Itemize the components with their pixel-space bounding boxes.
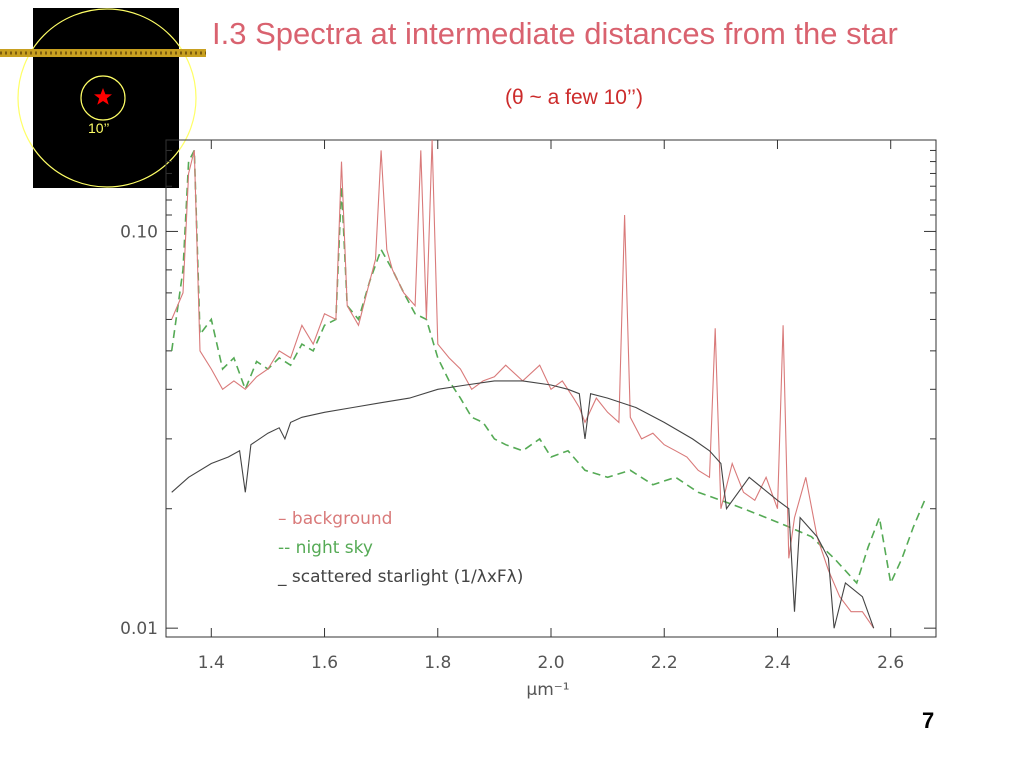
legend-entry: – background xyxy=(278,509,392,529)
y-tick-label: 0.10 xyxy=(120,222,158,242)
slit-band xyxy=(0,49,206,57)
star-icon xyxy=(94,88,112,105)
x-axis-label: μm⁻¹ xyxy=(526,680,569,700)
x-tick-label: 2.0 xyxy=(537,653,564,673)
slide-subtitle: (θ ~ a few 10’’) xyxy=(505,86,643,109)
series-line-night xyxy=(170,150,926,586)
x-tick-label: 1.8 xyxy=(424,653,451,673)
y-tick-label: 0.01 xyxy=(120,619,158,639)
axis-ticks xyxy=(166,139,936,637)
angular-scale-label: 10’’ xyxy=(88,120,110,136)
legend-entry: _ scattered starlight (1/λxFλ) xyxy=(277,567,523,587)
x-tick-label: 2.4 xyxy=(764,653,791,673)
page-number: 7 xyxy=(922,708,935,733)
series-line-scattered xyxy=(171,380,875,629)
legend-entry: -- night sky xyxy=(278,538,373,558)
outer-radius-circle xyxy=(17,8,197,188)
x-tick-label: 1.6 xyxy=(311,653,338,673)
x-tick-label: 2.6 xyxy=(877,653,904,673)
tick-labels: 1.4 1.6 1.8 2.0 2.2 2.4 2.6 0.01 0.10 xyxy=(120,222,904,673)
x-tick-label: 1.4 xyxy=(198,653,225,673)
series-layer xyxy=(170,139,926,629)
x-tick-label: 2.2 xyxy=(651,653,678,673)
legend: – background -- night sky _ scattered star… xyxy=(277,509,523,587)
inset-diagram: 10’’ xyxy=(0,0,210,200)
series-line-background xyxy=(171,139,875,629)
slide-title: I.3 Spectra at intermediate distances fr… xyxy=(212,16,898,51)
inner-radius-circle xyxy=(80,75,126,121)
